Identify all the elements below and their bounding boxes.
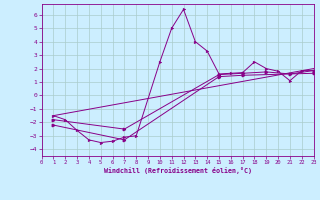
X-axis label: Windchill (Refroidissement éolien,°C): Windchill (Refroidissement éolien,°C): [104, 167, 252, 174]
